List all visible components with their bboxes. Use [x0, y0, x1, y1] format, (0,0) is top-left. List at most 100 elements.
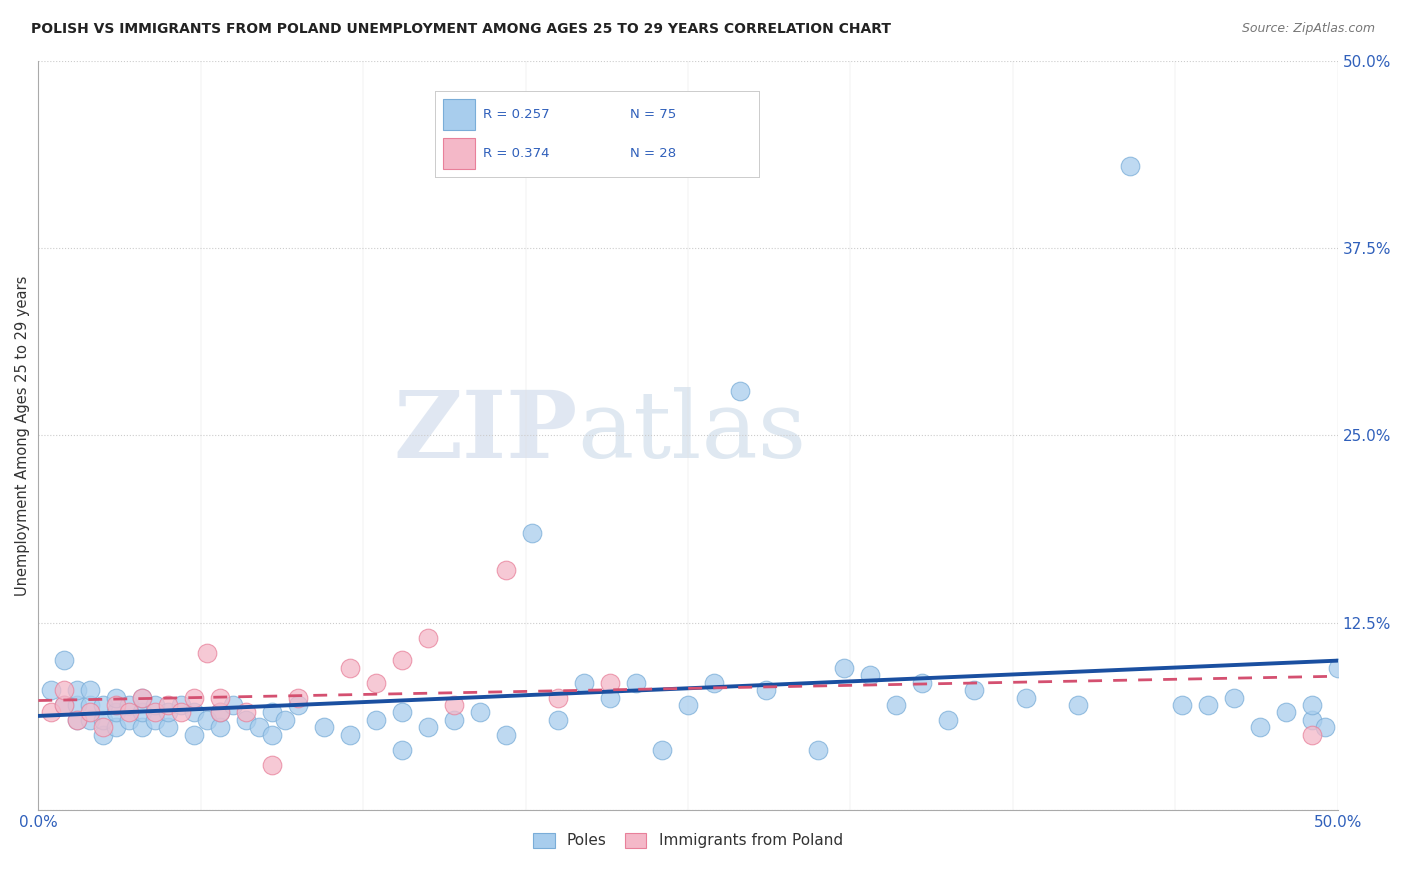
Point [222, 698, 245, 712]
Point [520, 525, 543, 540]
Point [443, 698, 465, 712]
Point [105, 698, 128, 712]
Point [235, 706, 257, 720]
Point [651, 743, 673, 757]
Point [1067, 698, 1090, 712]
Point [53, 698, 76, 712]
Point [391, 743, 413, 757]
Point [366, 675, 388, 690]
Point [1119, 159, 1142, 173]
Legend: Poles, Immigrants from Poland: Poles, Immigrants from Poland [527, 827, 849, 855]
Point [183, 706, 205, 720]
Point [118, 713, 141, 727]
Point [1197, 698, 1219, 712]
Point [183, 728, 205, 742]
Point [157, 706, 180, 720]
Point [832, 660, 855, 674]
Point [195, 646, 218, 660]
Point [599, 690, 621, 705]
Point [416, 721, 439, 735]
Point [262, 728, 284, 742]
Point [963, 683, 986, 698]
Point [79, 713, 101, 727]
Point [624, 675, 647, 690]
Point [599, 675, 621, 690]
Point [105, 721, 128, 735]
Point [209, 706, 232, 720]
Point [314, 721, 336, 735]
Point [53, 683, 76, 698]
Point [105, 706, 128, 720]
Text: atlas: atlas [578, 387, 807, 476]
Point [1301, 728, 1323, 742]
Point [209, 706, 232, 720]
Point [1249, 721, 1271, 735]
Point [131, 690, 153, 705]
Point [1015, 690, 1038, 705]
Point [91, 713, 114, 727]
Point [79, 683, 101, 698]
Point [391, 706, 413, 720]
Point [183, 690, 205, 705]
Text: ZIP: ZIP [394, 387, 578, 476]
Point [1274, 706, 1296, 720]
Text: POLISH VS IMMIGRANTS FROM POLAND UNEMPLOYMENT AMONG AGES 25 TO 29 YEARS CORRELAT: POLISH VS IMMIGRANTS FROM POLAND UNEMPLO… [31, 22, 891, 37]
Point [1301, 698, 1323, 712]
Point [66, 713, 89, 727]
Point [247, 721, 270, 735]
Point [1326, 660, 1348, 674]
Point [170, 698, 193, 712]
Point [262, 706, 284, 720]
Point [157, 721, 180, 735]
Point [495, 563, 517, 577]
Point [755, 683, 778, 698]
Point [131, 690, 153, 705]
Point [807, 743, 830, 757]
Point [209, 721, 232, 735]
Point [143, 698, 166, 712]
Point [287, 698, 309, 712]
Point [339, 728, 361, 742]
Point [53, 698, 76, 712]
Point [209, 690, 232, 705]
Point [262, 757, 284, 772]
Point [391, 653, 413, 667]
Point [131, 706, 153, 720]
Point [728, 384, 751, 398]
Point [1170, 698, 1192, 712]
Point [195, 713, 218, 727]
Point [41, 683, 63, 698]
Point [572, 675, 595, 690]
Point [416, 631, 439, 645]
Point [143, 706, 166, 720]
Point [157, 698, 180, 712]
Point [443, 713, 465, 727]
Point [547, 713, 569, 727]
Point [1313, 721, 1336, 735]
Point [468, 706, 491, 720]
Point [235, 713, 257, 727]
Point [936, 713, 959, 727]
Point [79, 706, 101, 720]
Point [105, 690, 128, 705]
Point [1222, 690, 1244, 705]
Point [366, 713, 388, 727]
Point [884, 698, 907, 712]
Point [339, 660, 361, 674]
Point [143, 713, 166, 727]
Point [131, 721, 153, 735]
Point [91, 728, 114, 742]
Point [79, 698, 101, 712]
Point [118, 706, 141, 720]
Point [676, 698, 699, 712]
Point [53, 653, 76, 667]
Point [547, 690, 569, 705]
Point [911, 675, 934, 690]
Point [703, 675, 725, 690]
Point [1301, 713, 1323, 727]
Point [859, 668, 882, 682]
Point [287, 690, 309, 705]
Point [118, 698, 141, 712]
Point [495, 728, 517, 742]
Point [170, 706, 193, 720]
